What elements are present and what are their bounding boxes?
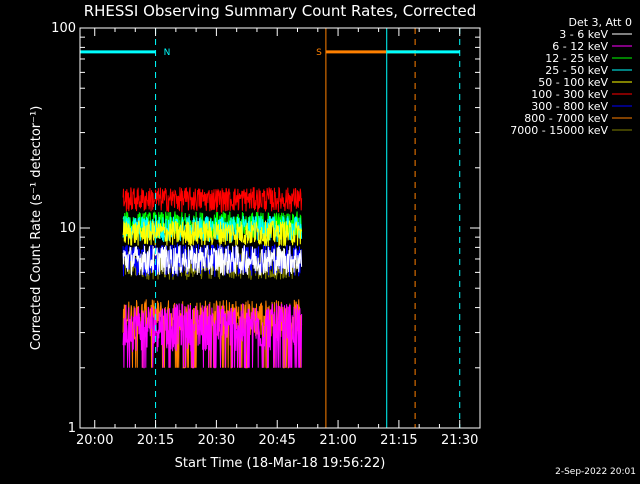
y-axis-label: Corrected Count Rate (s⁻¹ detector⁻¹) <box>29 106 44 351</box>
y-tick-label: 1 <box>68 421 76 436</box>
night-marker-label: N <box>164 48 171 58</box>
x-tick-label: 21:00 <box>319 433 356 448</box>
chart-title: RHESSI Observing Summary Count Rates, Co… <box>84 2 477 20</box>
x-tick-label: 20:30 <box>198 433 235 448</box>
series-line-4 <box>122 220 303 247</box>
saa-marker-label: S <box>316 48 322 58</box>
series-line-5 <box>122 186 303 214</box>
legend-label-5: 100 - 300 keV <box>531 88 608 101</box>
legend-title: Det 3, Att 0 <box>569 16 633 29</box>
legend-label-6: 300 - 800 keV <box>531 100 608 113</box>
plot-data-layer <box>122 186 303 369</box>
legend-label-3: 25 - 50 keV <box>545 64 608 77</box>
x-tick-label: 20:00 <box>76 433 113 448</box>
y-tick-label: 10 <box>59 221 76 236</box>
footer-date: 2-Sep-2022 20:01 <box>555 467 636 477</box>
series-line-0 <box>122 245 303 276</box>
series-line-1 <box>122 303 303 369</box>
x-axis-label: Start Time (18-Mar-18 19:56:22) <box>175 456 386 471</box>
legend-label-4: 50 - 100 keV <box>538 76 608 89</box>
y-tick-label: 100 <box>51 21 76 36</box>
legend-label-0: 3 - 6 keV <box>559 28 608 41</box>
x-tick-label: 21:15 <box>380 433 417 448</box>
x-tick-label: 21:30 <box>441 433 478 448</box>
x-tick-label: 20:45 <box>258 433 295 448</box>
x-tick-label: 20:15 <box>137 433 174 448</box>
legend-label-8: 7000 - 15000 keV <box>510 124 608 137</box>
legend-label-2: 12 - 25 keV <box>545 52 608 65</box>
axes-layer: 20:00 20:15 20:30 20:45 21:00 21:15 21:30 1 10 10… <box>51 21 481 448</box>
legend-label-7: 800 - 7000 keV <box>524 112 608 125</box>
legend-label-1: 6 - 12 keV <box>552 40 608 53</box>
